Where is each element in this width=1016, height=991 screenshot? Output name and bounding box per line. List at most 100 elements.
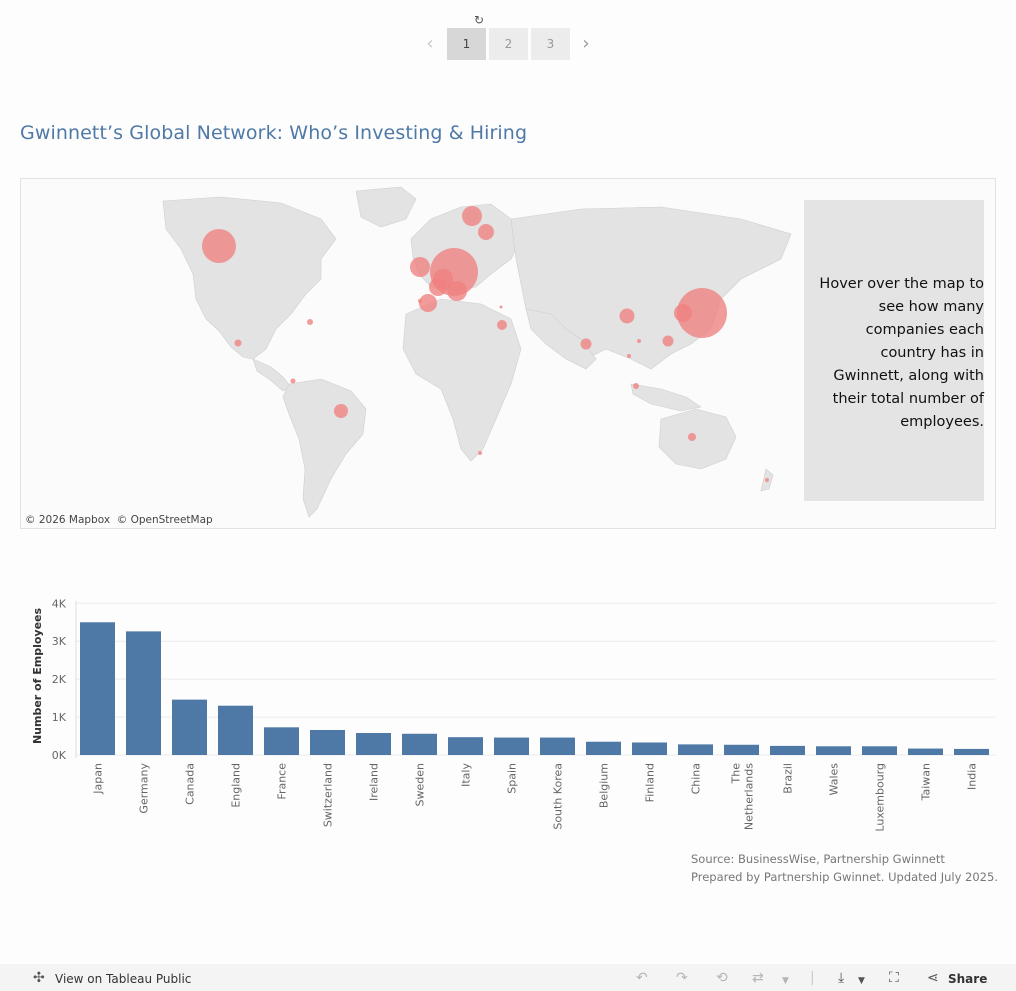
bubble-vietnam[interactable]: [627, 354, 631, 358]
bubble-finland[interactable]: [478, 224, 494, 240]
osm-attribution[interactable]: © OpenStreetMap: [116, 514, 213, 526]
bar-the-netherlands[interactable]: [724, 744, 759, 755]
x-tick-label: Ireland: [368, 763, 381, 801]
bubble-japan[interactable]: [677, 288, 727, 338]
x-tick-label: Japan: [92, 763, 105, 795]
bubble-taiwan[interactable]: [662, 335, 674, 347]
bar-luxembourg[interactable]: [862, 746, 897, 755]
world-map[interactable]: Hover over the map to see how many compa…: [20, 178, 996, 529]
bubble-south-korea[interactable]: [674, 304, 692, 322]
bubble-israel[interactable]: [497, 320, 507, 330]
x-tick-label: Brazil: [782, 763, 795, 794]
redo-icon[interactable]: ↷: [676, 970, 688, 986]
x-tick-label: Spain: [506, 763, 519, 794]
mapbox-attribution[interactable]: © 2026 Mapbox: [25, 514, 111, 526]
share-icon[interactable]: ⋖: [927, 970, 939, 986]
x-tick-label: Finland: [644, 763, 657, 802]
x-tick-label: Sweden: [414, 763, 427, 806]
bar-japan[interactable]: [80, 622, 115, 755]
bubble-france[interactable]: [429, 278, 447, 296]
fullscreen-icon[interactable]: ⛶: [889, 970, 899, 986]
bubble-hong-kong[interactable]: [637, 339, 641, 343]
bubble-china[interactable]: [619, 308, 635, 324]
bubble-caribbean[interactable]: [307, 319, 313, 325]
x-tick-label: England: [230, 763, 243, 808]
y-tick-label: 2K: [52, 673, 67, 686]
employees-bar-chart[interactable]: 0K 1K 2K 3K 4K Japan Germany Canada England Fran…: [20, 590, 996, 840]
source-line-1: Source: BusinessWise, Partnership Gwinne…: [691, 852, 945, 866]
page-button-3[interactable]: 3: [531, 28, 570, 60]
bar-india[interactable]: [954, 748, 989, 755]
hover-instructions-text: Hover over the map to see how many compa…: [819, 276, 984, 430]
bubble-new-zealand[interactable]: [765, 478, 769, 482]
map-canvas[interactable]: [21, 179, 995, 528]
bubble-canada[interactable]: [202, 229, 236, 263]
bar-finland[interactable]: [632, 742, 667, 755]
x-tick-label: India: [966, 763, 979, 790]
bar-wales[interactable]: [816, 746, 851, 755]
bar-belgium[interactable]: [586, 741, 621, 755]
revert-icon[interactable]: ⟲: [716, 970, 728, 986]
bubble-ireland[interactable]: [410, 257, 430, 277]
x-tick-label: France: [276, 763, 289, 800]
refresh-dropdown-icon[interactable]: ▼: [782, 976, 789, 986]
x-tick-label: Canada: [184, 763, 197, 805]
bar-ireland[interactable]: [356, 733, 391, 755]
bubble-sweden[interactable]: [462, 206, 482, 226]
bubble-australia[interactable]: [688, 433, 696, 441]
bar-germany[interactable]: [126, 631, 161, 755]
download-dropdown-icon[interactable]: ▼: [858, 976, 865, 986]
bubble-mexico[interactable]: [234, 339, 242, 347]
bar-spain[interactable]: [494, 737, 529, 755]
map-attribution: © 2026 Mapbox © OpenStreetMap: [25, 514, 213, 526]
bubble-south-africa[interactable]: [478, 451, 482, 455]
bar-switzerland[interactable]: [310, 729, 345, 755]
bubble-portugal[interactable]: [418, 299, 422, 303]
bubble-turkey[interactable]: [499, 305, 503, 309]
bar-brazil[interactable]: [770, 745, 805, 755]
toolbar-divider: |: [810, 970, 815, 986]
x-tick-label: Italy: [460, 763, 473, 787]
x-tick-label: Netherlands: [743, 763, 756, 830]
bar-england[interactable]: [218, 705, 253, 755]
chart-bars[interactable]: [80, 622, 989, 755]
bubble-brazil[interactable]: [334, 404, 348, 418]
company-bubbles[interactable]: [202, 206, 769, 482]
bar-taiwan[interactable]: [908, 748, 943, 755]
previous-page-icon[interactable]: ‹: [426, 33, 434, 54]
y-tick-label: 1K: [52, 711, 67, 724]
x-tick-label: Taiwan: [920, 763, 933, 801]
bar-china[interactable]: [678, 744, 713, 755]
bubble-switzerland[interactable]: [447, 281, 467, 301]
refresh-data-icon[interactable]: ⇄: [752, 970, 764, 986]
bubble-colombia[interactable]: [290, 378, 296, 384]
land-masses: [162, 186, 792, 518]
bubble-singapore[interactable]: [633, 383, 639, 389]
view-on-tableau-public-link[interactable]: View on Tableau Public: [55, 972, 192, 986]
page-button-2[interactable]: 2: [489, 28, 528, 60]
chart-gridlines: [75, 601, 996, 758]
bar-france[interactable]: [264, 727, 299, 755]
bar-sweden[interactable]: [402, 733, 437, 755]
next-page-icon[interactable]: ›: [582, 33, 590, 54]
bar-south-korea[interactable]: [540, 737, 575, 755]
source-line-2: Prepared by Partnership Gwinnet. Updated…: [691, 870, 998, 884]
y-axis-title: Number of Employees: [31, 608, 44, 745]
dashboard-title: Gwinnett’s Global Network: Who’s Investi…: [20, 122, 528, 144]
tableau-logo-icon[interactable]: ✣: [33, 970, 45, 986]
page-button-1[interactable]: 1: [447, 28, 486, 60]
bubble-spain[interactable]: [419, 294, 437, 312]
hover-instructions-box: Hover over the map to see how many compa…: [804, 200, 984, 501]
download-icon[interactable]: ⤓: [838, 970, 845, 986]
bar-canada[interactable]: [172, 699, 207, 755]
source-note: Source: BusinessWise, Partnership Gwinne…: [691, 850, 998, 886]
undo-icon[interactable]: ↶: [636, 970, 648, 986]
bar-italy[interactable]: [448, 737, 483, 755]
share-button[interactable]: Share: [948, 972, 988, 986]
x-tick-label: Belgium: [598, 763, 611, 808]
refresh-icon[interactable]: ↻: [473, 13, 485, 27]
x-tick-label: Luxembourg: [874, 763, 887, 832]
bubble-india[interactable]: [580, 338, 592, 350]
tableau-toolbar: ✣ View on Tableau Public ↶ ↷ ⟲ ⇄ ▼ | ⤓ ▼…: [0, 964, 1016, 991]
y-tick-label: 0K: [52, 749, 67, 762]
